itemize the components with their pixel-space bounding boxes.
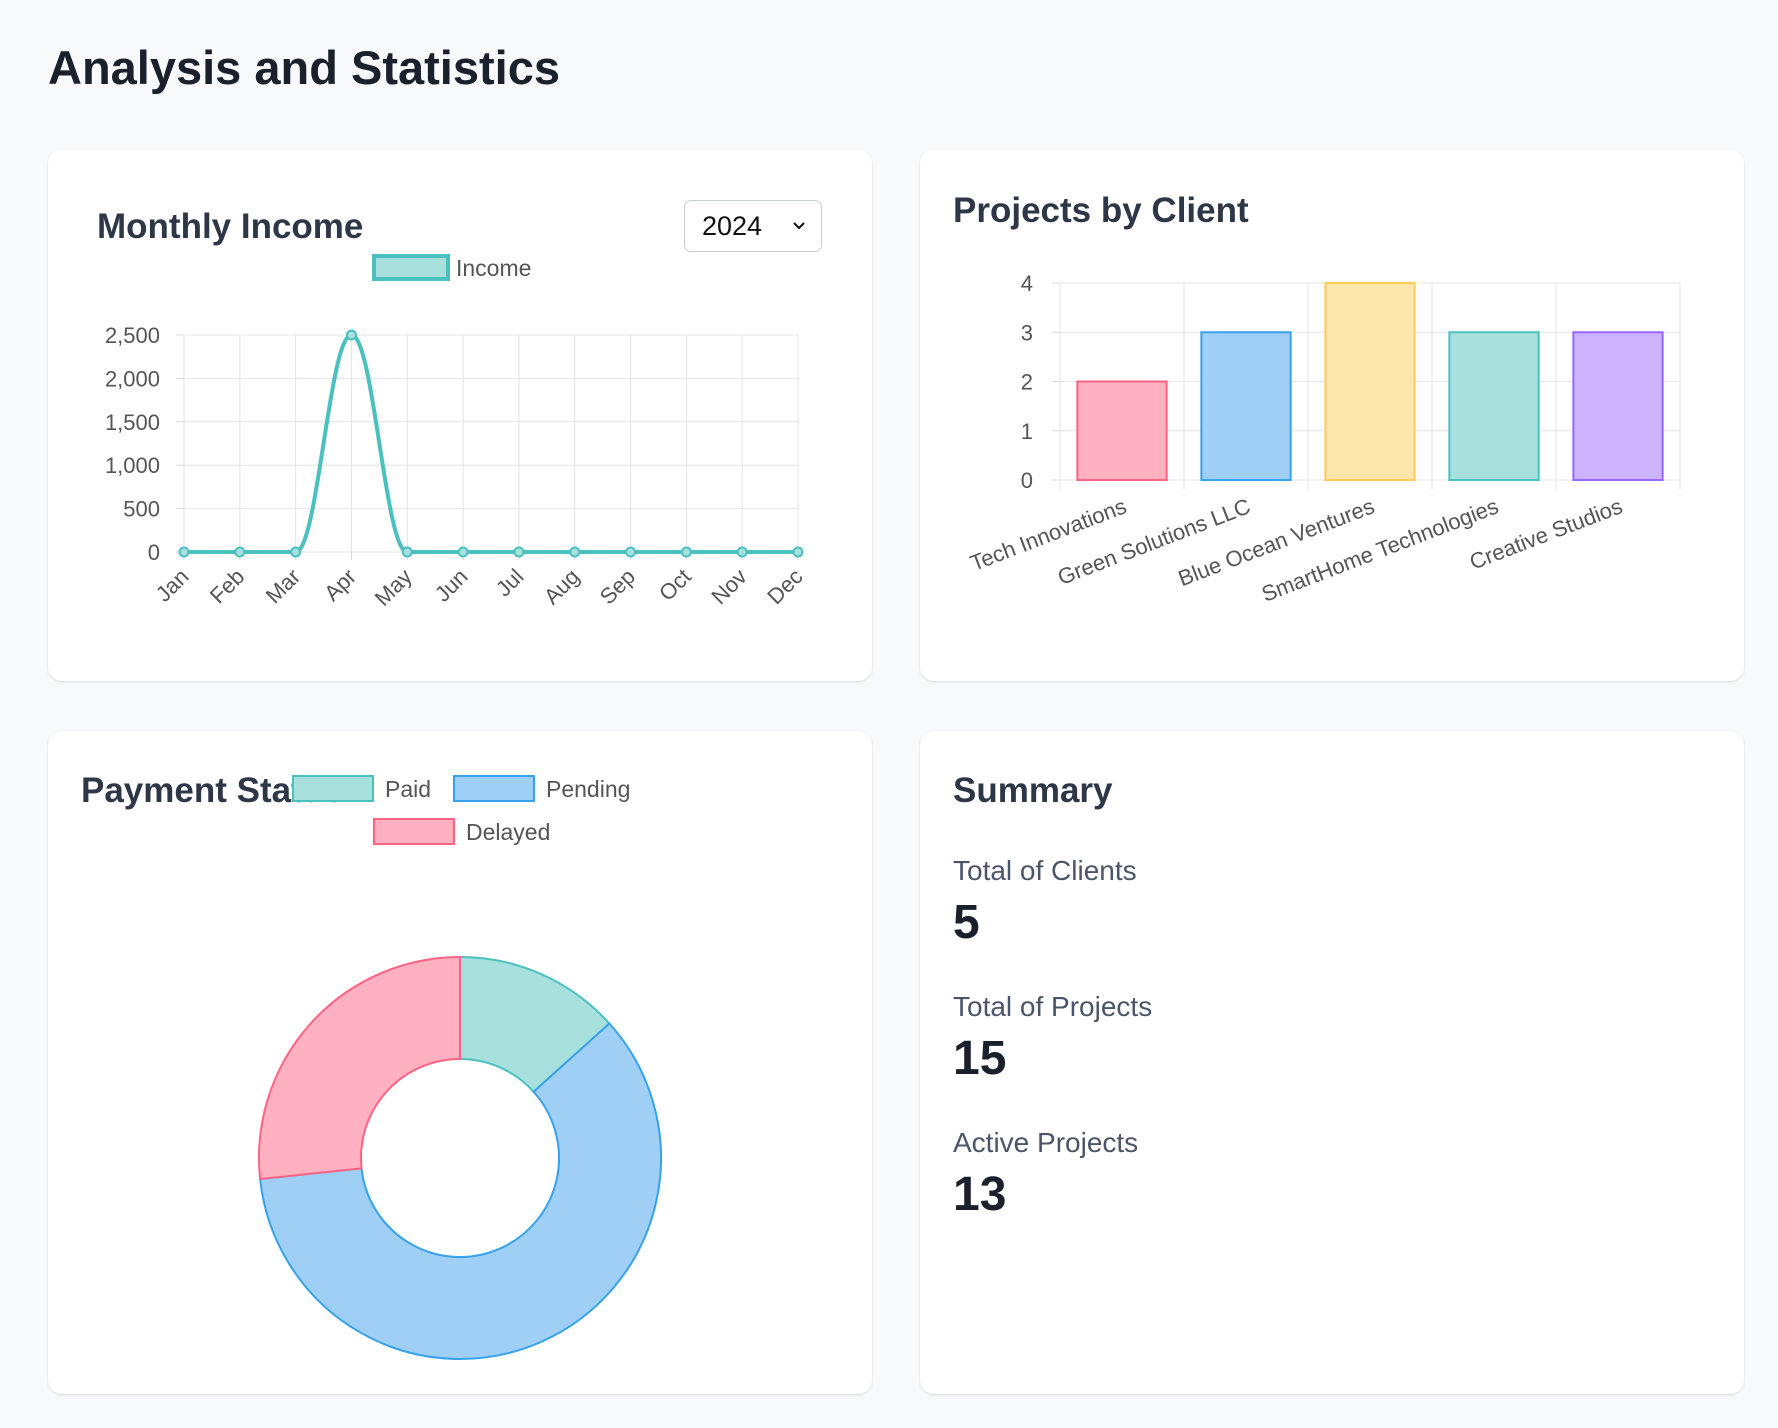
bar <box>1448 331 1540 481</box>
income-data-point <box>680 546 692 558</box>
y-tick-label: 3 <box>1021 320 1033 345</box>
summary-card: Summary Total of Clients 5 Total of Proj… <box>920 731 1744 1394</box>
y-tick-label: 0 <box>148 540 160 565</box>
page-title: Analysis and Statistics <box>48 41 560 94</box>
x-tick-label: Jun <box>430 564 473 607</box>
income-data-point <box>569 546 581 558</box>
summary-title: Summary <box>953 771 1113 810</box>
y-tick-label: 2 <box>1021 370 1033 395</box>
y-tick-label: 500 <box>123 497 160 522</box>
income-data-point <box>792 546 804 558</box>
payment-status-card: Payment Status Paid Pending Delayed <box>48 731 872 1394</box>
income-data-point <box>736 546 748 558</box>
income-data-point <box>625 546 637 558</box>
x-tick-label: Aug <box>539 564 584 609</box>
y-tick-label: 2,000 <box>105 366 160 391</box>
legend-swatch <box>292 775 374 802</box>
income-data-point <box>513 546 525 558</box>
bar <box>1324 282 1416 481</box>
income-data-point <box>234 546 246 558</box>
total-projects-value: 15 <box>953 1032 1007 1085</box>
year-select[interactable]: 2024 <box>684 200 822 252</box>
total-clients-value: 5 <box>953 896 980 949</box>
y-tick-label: 1 <box>1021 419 1033 444</box>
active-projects-label: Active Projects <box>953 1127 1139 1158</box>
x-tick-label: Mar <box>261 564 305 608</box>
monthly-income-title: Monthly Income <box>97 207 364 246</box>
x-tick-label: Sep <box>595 564 640 609</box>
legend-label: Paid <box>385 776 431 802</box>
x-tick-label: May <box>370 564 417 611</box>
payment-status-chart: Paid Pending Delayed <box>258 775 662 1360</box>
legend-swatch <box>373 818 455 845</box>
legend-income-swatch <box>372 254 450 281</box>
legend-income-label: Income <box>456 255 531 281</box>
y-tick-label: 4 <box>1021 271 1033 296</box>
x-tick-label: Jul <box>491 564 529 602</box>
income-data-point <box>178 546 190 558</box>
legend-swatch <box>453 775 535 802</box>
y-tick-label: 2,500 <box>105 323 160 348</box>
income-data-point <box>345 329 357 341</box>
legend-label: Delayed <box>466 819 550 845</box>
x-tick-label: Jan <box>151 564 194 607</box>
chevron-down-icon <box>793 222 805 229</box>
x-tick-label: Dec <box>762 564 807 609</box>
year-select-value: 2024 <box>702 210 763 241</box>
projects-by-client-title: Projects by Client <box>953 191 1249 230</box>
doughnut-slice <box>259 1022 662 1360</box>
income-data-point <box>457 546 469 558</box>
x-tick-label: Apr <box>319 564 361 606</box>
y-tick-label: 1,000 <box>105 453 160 478</box>
bar <box>1572 331 1664 481</box>
income-data-point <box>290 546 302 558</box>
y-tick-label: 0 <box>1021 468 1033 493</box>
x-tick-label: Feb <box>205 564 249 608</box>
monthly-income-card: Monthly Income 2024 Income 0 500 1,000 1,500… <box>48 150 872 681</box>
bar <box>1076 380 1168 481</box>
doughnut-slice <box>258 955 461 1181</box>
y-tick-label: 1,500 <box>105 410 160 435</box>
income-series-line <box>184 333 798 554</box>
projects-by-client-card: Projects by Client 0 1 2 3 4 Tech Innovations… <box>920 150 1744 681</box>
x-tick-label: SmartHome Technologies <box>1258 493 1502 606</box>
active-projects-value: 13 <box>953 1168 1007 1221</box>
income-data-point <box>401 546 413 558</box>
monthly-income-chart: Income 0 500 1,000 1,500 2,000 2,500 Jan Feb Mar A… <box>105 254 808 611</box>
legend-label: Pending <box>546 776 630 802</box>
x-tick-label: Nov <box>706 564 751 609</box>
bar <box>1200 331 1292 481</box>
total-projects-label: Total of Projects <box>953 991 1153 1022</box>
x-tick-label: Oct <box>654 564 696 606</box>
total-clients-label: Total of Clients <box>953 855 1137 886</box>
